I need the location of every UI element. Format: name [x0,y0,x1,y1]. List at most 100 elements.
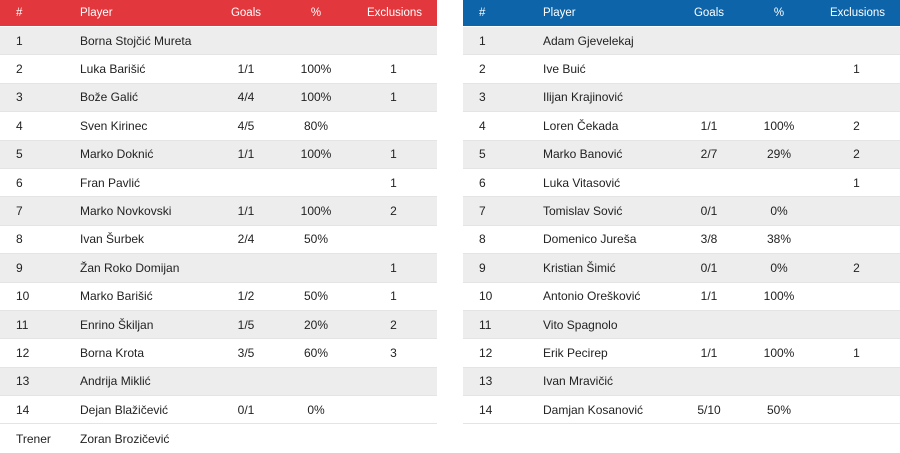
player-exclusions: 1 [853,345,860,360]
player-percent: 100% [300,62,332,77]
player-exclusions: 1 [390,175,397,190]
player-number: 7 [479,204,486,219]
player-name: Adam Gjevelekaj [543,33,634,48]
player-number: 9 [479,260,486,275]
player-name: Ivan Šurbek [80,232,145,247]
player-number: 8 [16,232,23,247]
table-row: 13 Andrija Miklić [0,367,437,397]
table-row: 7 Tomislav Sović 0/1 0% [463,197,900,226]
home-coach-row: Trener Zoran Brozičević [0,424,437,452]
header-number: # [16,7,23,19]
player-number: 2 [479,62,486,77]
player-name: Enrino Škiljan [80,317,154,332]
table-row: 9 Kristian Šimić 0/1 0% 2 [463,254,900,283]
player-number: 14 [16,402,30,417]
player-name: Fran Pavlić [80,175,141,190]
player-percent: 100% [300,204,332,219]
header-goals: Goals [693,7,725,19]
player-goals: 0/1 [700,204,718,219]
player-goals: 0/1 [237,402,255,417]
player-number: 1 [16,33,23,48]
player-name: Luka Vitasović [543,175,621,190]
player-number: 5 [16,147,23,162]
player-percent: 50% [303,289,329,304]
player-number: 11 [16,317,29,332]
player-exclusions: 3 [390,345,397,360]
player-goals: 3/5 [237,345,255,360]
header-player: Player [543,7,576,19]
player-number: 8 [479,232,486,247]
header-player: Player [80,7,113,19]
table-row: 14 Damjan Kosanović 5/10 50% [463,396,900,425]
player-number: 9 [16,260,23,275]
player-number: 4 [16,118,23,133]
player-percent: 20% [303,317,329,332]
player-number: 11 [479,317,492,332]
player-name: Borna Krota [80,345,145,360]
table-row: 2 Ive Buić 1 [463,55,900,84]
player-goals: 1/1 [700,118,718,133]
table-row: 4 Loren Čekada 1/1 100% 2 [463,112,900,141]
player-name: Vito Spagnolo [543,317,618,332]
player-exclusions: 2 [853,260,860,275]
player-name: Domenico Jureša [543,232,637,247]
away-player-rows: 1 Adam Gjevelekaj 2 Ive Buić 1 3 Ilijan Krajin… [463,27,900,425]
player-name: Ilijan Krajinović [543,90,624,105]
coach-name: Zoran Brozičević [80,431,170,446]
table-row: 4 Sven Kirinec 4/5 80% [0,112,437,141]
player-percent: 100% [300,147,332,162]
player-percent: 38% [766,232,792,247]
player-goals: 2/7 [700,147,718,162]
player-name: Žan Roko Domijan [80,260,180,275]
player-exclusions: 1 [853,62,860,77]
table-row: 6 Luka Vitasović 1 [463,168,900,198]
player-number: 6 [479,175,486,190]
away-team-table: # Player Goals % Exclusions 1 Adam Gjevel… [463,0,900,425]
player-goals: 5/10 [697,402,721,417]
table-row: 8 Domenico Jureša 3/8 38% [463,225,900,255]
player-name: Antonio Orešković [543,289,641,304]
header-exclusions: Exclusions [367,7,422,19]
player-name: Andrija Miklić [80,374,151,389]
player-percent: 0% [770,260,788,275]
player-percent: 50% [766,402,792,417]
table-row: 11 Enrino Škiljan 1/5 20% 2 [0,310,437,340]
player-name: Marko Novkovski [80,204,172,219]
player-goals: 1/2 [237,289,255,304]
header-percent: % [773,7,785,19]
player-name: Borna Stojčić Mureta [80,33,192,48]
home-table-header: # Player Goals % Exclusions [0,0,437,27]
player-exclusions: 1 [853,175,860,190]
player-percent: 0% [770,204,788,219]
table-row: 5 Marko Doknić 1/1 100% 1 [0,140,437,169]
player-name: Loren Čekada [543,118,619,133]
player-number: 10 [16,289,30,304]
player-name: Ivan Mravičić [543,374,614,389]
player-name: Marko Banović [543,147,623,162]
player-number: 2 [16,62,23,77]
player-name: Kristian Šimić [543,260,616,275]
table-row: 1 Adam Gjevelekaj [463,27,900,56]
player-percent: 100% [763,118,795,133]
player-number: 3 [16,90,23,105]
player-number: 12 [16,345,30,360]
table-row: 13 Ivan Mravičić [463,367,900,397]
table-row: 11 Vito Spagnolo [463,310,900,340]
player-exclusions: 1 [390,147,397,162]
table-row: 5 Marko Banović 2/7 29% 2 [463,140,900,169]
table-row: 12 Borna Krota 3/5 60% 3 [0,339,437,368]
away-table-header: # Player Goals % Exclusions [463,0,900,27]
player-exclusions: 1 [390,260,397,275]
player-exclusions: 2 [853,147,860,162]
player-number: 3 [479,90,486,105]
home-team-table: # Player Goals % Exclusions 1 Borna Stojč… [0,0,437,453]
player-exclusions: 1 [390,90,397,105]
table-row: 10 Antonio Orešković 1/1 100% [463,282,900,311]
home-player-rows: 1 Borna Stojčić Mureta 2 Luka Barišić 1/1 100… [0,27,437,425]
header-number: # [479,7,486,19]
player-goals: 1/1 [700,345,718,360]
player-exclusions: 2 [853,118,860,133]
player-percent: 100% [763,345,795,360]
player-exclusions: 1 [390,62,397,77]
player-number: 13 [16,374,30,389]
